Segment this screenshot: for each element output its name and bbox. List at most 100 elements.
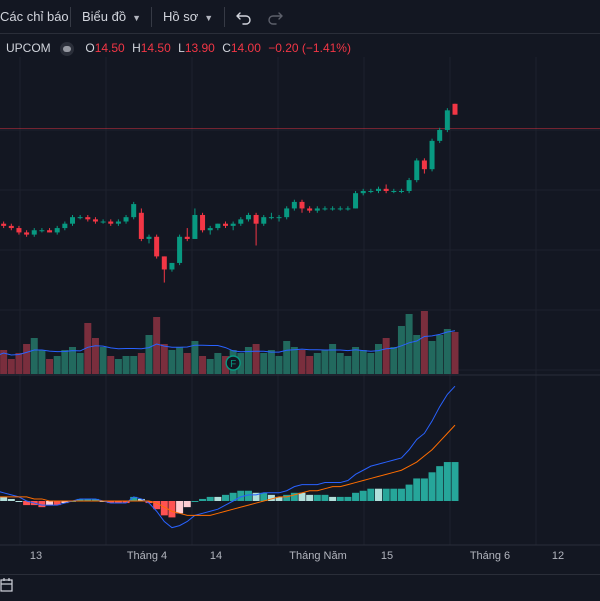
volume-bar bbox=[114, 359, 122, 374]
macd-histogram-bar bbox=[290, 492, 298, 501]
candle bbox=[85, 217, 91, 220]
candle bbox=[314, 208, 320, 211]
volume-bar bbox=[191, 341, 199, 374]
candle bbox=[245, 214, 251, 220]
chart-type-dropdown[interactable]: Biểu đồ ▼ bbox=[82, 0, 141, 33]
macd-histogram-bar bbox=[183, 501, 191, 508]
macd-histogram-bar bbox=[191, 501, 199, 502]
open-key: O bbox=[85, 41, 95, 55]
volume-bar bbox=[390, 347, 398, 374]
undo-icon[interactable] bbox=[234, 7, 254, 27]
macd-histogram-bar bbox=[321, 494, 329, 501]
volume-bar bbox=[420, 311, 428, 374]
macd-histogram-bar bbox=[252, 492, 260, 501]
macd-histogram-bar bbox=[76, 498, 84, 501]
time-axis-label: 15 bbox=[380, 550, 394, 562]
volume-bar bbox=[91, 338, 99, 374]
volume-bar bbox=[23, 344, 31, 374]
macd-histogram-bar bbox=[352, 492, 360, 501]
volume-bar bbox=[107, 356, 115, 374]
macd-histogram-bar bbox=[313, 494, 321, 501]
indicators-button[interactable]: Các chỉ báo bbox=[0, 0, 69, 33]
volume-bar bbox=[176, 347, 184, 374]
macd-histogram-bar bbox=[91, 498, 99, 501]
macd-histogram-bar bbox=[176, 501, 184, 514]
candle bbox=[368, 191, 374, 192]
volume-bar bbox=[199, 356, 207, 374]
candle bbox=[70, 217, 75, 224]
profile-dropdown[interactable]: Hồ sơ ▼ bbox=[163, 0, 213, 33]
macd-histogram-bar bbox=[229, 492, 237, 501]
volume-bar bbox=[443, 329, 451, 374]
candle bbox=[192, 214, 198, 239]
volume-ma-line bbox=[0, 330, 456, 356]
macd-histogram-bar bbox=[329, 496, 337, 501]
candle bbox=[54, 228, 60, 233]
candle bbox=[77, 217, 83, 219]
macd-histogram-bar bbox=[199, 498, 207, 501]
change-value: −0.20 (−1.41%) bbox=[268, 41, 351, 55]
volume-bar bbox=[336, 353, 344, 374]
earnings-marker-label: F bbox=[230, 359, 236, 370]
candle bbox=[230, 223, 236, 226]
ohlc-legend: UPCOM O14.50 H14.50 L13.90 C14.00 −0.20 … bbox=[0, 39, 351, 57]
volume-bar bbox=[382, 338, 390, 374]
earnings-marker bbox=[225, 355, 241, 371]
time-axis-label: 14 bbox=[209, 550, 223, 562]
volume-bar bbox=[428, 341, 436, 374]
candle bbox=[391, 191, 397, 192]
volume-bar bbox=[7, 359, 15, 374]
volume-bar bbox=[122, 356, 130, 374]
candle bbox=[1, 223, 7, 226]
macd-histogram-bar bbox=[61, 501, 69, 504]
macd-histogram-bar bbox=[405, 484, 413, 501]
volume-bar bbox=[436, 335, 444, 374]
open-value: 14.50 bbox=[94, 41, 125, 55]
indicators-label: Các chỉ báo bbox=[0, 9, 69, 24]
volume-bar bbox=[252, 344, 260, 374]
volume-bar bbox=[0, 350, 8, 374]
candle bbox=[62, 223, 68, 229]
volume-bar bbox=[69, 347, 76, 374]
candle bbox=[200, 214, 206, 231]
calendar-icon[interactable] bbox=[0, 577, 14, 593]
volume-bar bbox=[46, 359, 54, 374]
volume-bar bbox=[145, 335, 153, 374]
macd-histogram-bar bbox=[46, 501, 54, 506]
candle bbox=[253, 214, 259, 224]
macd-histogram-bar bbox=[428, 472, 436, 501]
time-axis-label: 13 bbox=[29, 550, 43, 562]
macd-histogram-bar bbox=[114, 501, 122, 504]
candle bbox=[215, 223, 221, 229]
candle bbox=[353, 193, 359, 209]
price-chart[interactable]: F bbox=[0, 57, 600, 574]
volume-bar bbox=[313, 353, 321, 374]
candle bbox=[261, 217, 267, 224]
time-axis-label: 12 bbox=[551, 550, 565, 562]
volume-bar bbox=[267, 350, 275, 374]
candle bbox=[322, 208, 328, 210]
macd-histogram-bar bbox=[390, 488, 398, 501]
macd-histogram-bar bbox=[122, 501, 130, 504]
candle bbox=[238, 219, 244, 224]
macd-histogram-bar bbox=[436, 466, 444, 501]
candle bbox=[8, 225, 14, 229]
bottom-bar bbox=[0, 574, 600, 601]
macd-histogram-bar bbox=[206, 496, 214, 501]
redo-icon[interactable] bbox=[265, 7, 285, 27]
macd-histogram-bar bbox=[7, 498, 15, 501]
volume-bar bbox=[53, 356, 61, 374]
candle bbox=[207, 228, 213, 231]
macd-histogram-bar bbox=[160, 501, 168, 516]
candle bbox=[138, 212, 144, 239]
volume-bar bbox=[15, 353, 23, 374]
macd-histogram-bar bbox=[15, 501, 23, 502]
macd-histogram-bar bbox=[214, 496, 222, 501]
volume-bar bbox=[38, 350, 46, 374]
macd-histogram-bar bbox=[359, 490, 367, 501]
volume-bar bbox=[451, 332, 459, 374]
volume-bar bbox=[405, 314, 413, 374]
candle bbox=[421, 160, 427, 170]
volume-bar bbox=[375, 344, 382, 374]
visibility-eye-icon[interactable] bbox=[60, 41, 75, 56]
